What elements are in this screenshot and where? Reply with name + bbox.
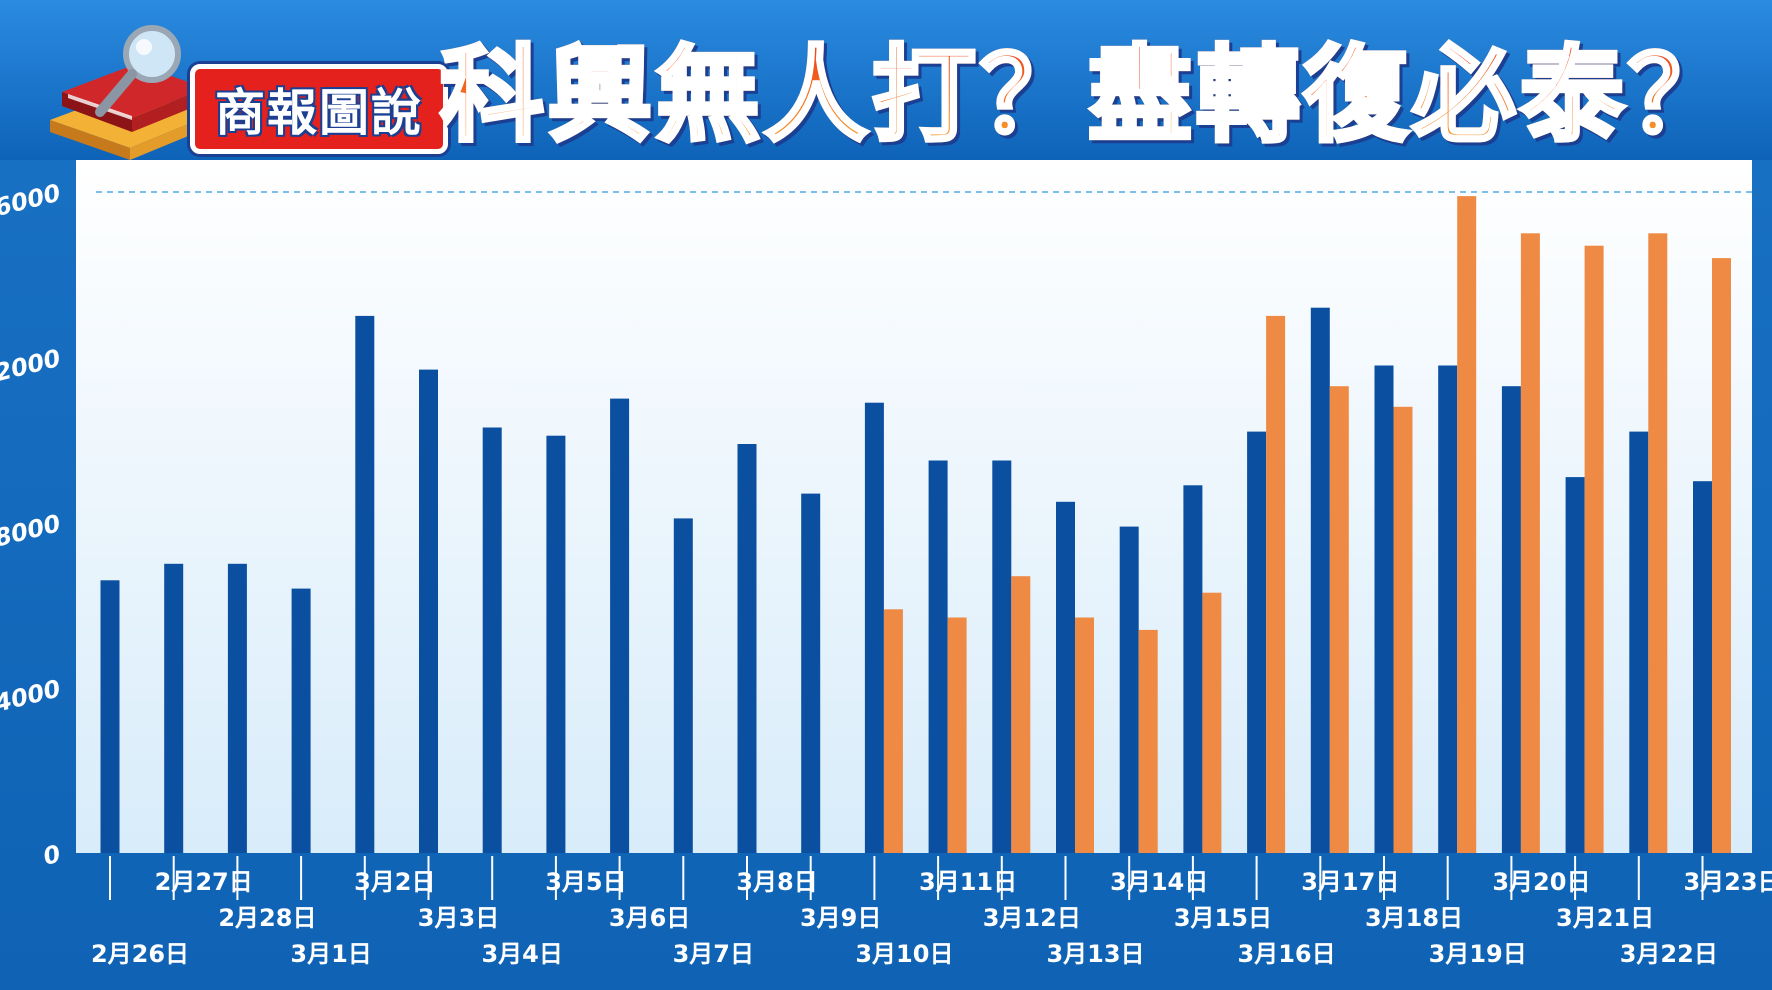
bar-series-b-20	[1329, 386, 1349, 853]
magnifier-icon	[95, 25, 181, 117]
bar-series-a-16	[1056, 501, 1075, 853]
bar-series-a-11	[737, 444, 757, 853]
bar-series-a-1	[100, 580, 120, 853]
x-tick-label: 3月4日	[481, 940, 562, 968]
bar-series-b-14	[947, 617, 967, 853]
x-tick-label: 3月23日	[1683, 868, 1772, 896]
x-tick-label: 3月1日	[290, 940, 371, 968]
bar-series-a-19	[1247, 431, 1267, 853]
brand-logo: 商報圖說	[40, 20, 448, 160]
x-tick-label: 3月19日	[1429, 940, 1527, 968]
bar-series-a-9	[610, 398, 630, 853]
bar-series-b-26	[1712, 258, 1731, 854]
bar-series-a-18	[1183, 485, 1203, 853]
y-tick-label: 8000	[0, 509, 63, 552]
x-tick-label: 3月21日	[1556, 904, 1654, 932]
x-tick-label: 3月9日	[800, 904, 881, 932]
x-tick-label: 3月15日	[1174, 904, 1272, 932]
x-tick-label: 2月26日	[91, 940, 189, 968]
x-tick-label: 3月12日	[983, 904, 1081, 932]
bar-series-a-12	[801, 493, 821, 853]
bar-series-a-20	[1310, 307, 1330, 853]
bar-series-a-5	[355, 315, 375, 853]
x-tick-label: 3月8日	[736, 868, 817, 896]
bar-series-a-6	[419, 369, 438, 853]
bar-series-a-8	[546, 435, 566, 853]
bar-series-a-10	[673, 518, 693, 853]
bar-series-b-15	[1011, 576, 1031, 853]
y-tick-label: 0	[40, 840, 63, 871]
bar-series-a-15	[992, 460, 1012, 853]
bar-series-b-22	[1457, 196, 1477, 854]
bar-series-b-19	[1266, 315, 1286, 853]
bar-series-b-18	[1202, 592, 1222, 853]
bar-series-a-4	[291, 588, 311, 853]
bar-series-a-7	[482, 427, 502, 853]
bar-series-a-26	[1693, 481, 1712, 853]
headline: 科興無人打？盡轉復必泰？	[438, 20, 1760, 158]
bar-series-b-23	[1520, 233, 1540, 854]
headline-text: 科興無人打？盡轉復必泰？	[438, 10, 1736, 161]
x-tick-label: 3月5日	[545, 868, 626, 896]
y-tick-label: 4000	[0, 674, 63, 718]
bar-series-a-17	[1119, 526, 1139, 853]
x-tick-label: 3月6日	[609, 904, 690, 932]
bar-series-a-13	[864, 402, 884, 853]
x-tick-label: 3月7日	[673, 940, 754, 968]
x-tick-label: 3月10日	[855, 940, 953, 968]
bar-series-b-25	[1648, 233, 1668, 854]
brand-label: 商報圖說	[215, 83, 423, 142]
bar-series-b-16	[1075, 617, 1094, 853]
bar-series-a-22	[1438, 365, 1458, 853]
bar-series-a-14	[928, 460, 948, 853]
bar-series-b-24	[1584, 245, 1604, 853]
bar-series-a-21	[1374, 365, 1394, 853]
y-tick-label: 12000	[0, 344, 63, 391]
x-tick-label: 3月22日	[1620, 940, 1718, 968]
x-tick-label: 3月3日	[418, 904, 499, 932]
brand-badge: 商報圖說	[190, 64, 448, 154]
x-tick-label: 3月2日	[354, 868, 435, 896]
bar-series-a-2	[164, 563, 184, 853]
y-tick-label: 16000	[0, 179, 63, 226]
bar-series-b-13	[883, 609, 903, 853]
plot-area	[76, 160, 1752, 853]
bar-series-a-25	[1629, 431, 1649, 853]
x-tick-label: 3月18日	[1365, 904, 1463, 932]
bar-series-a-24	[1565, 477, 1585, 853]
x-tick-label: 3月16日	[1238, 940, 1336, 968]
bar-series-a-23	[1501, 386, 1521, 853]
x-tick-label: 2月28日	[218, 904, 316, 932]
bar-series-b-17	[1138, 629, 1158, 853]
bar-series-b-21	[1393, 406, 1413, 853]
x-tick-label: 3月13日	[1046, 940, 1144, 968]
bar-series-a-3	[227, 563, 247, 853]
